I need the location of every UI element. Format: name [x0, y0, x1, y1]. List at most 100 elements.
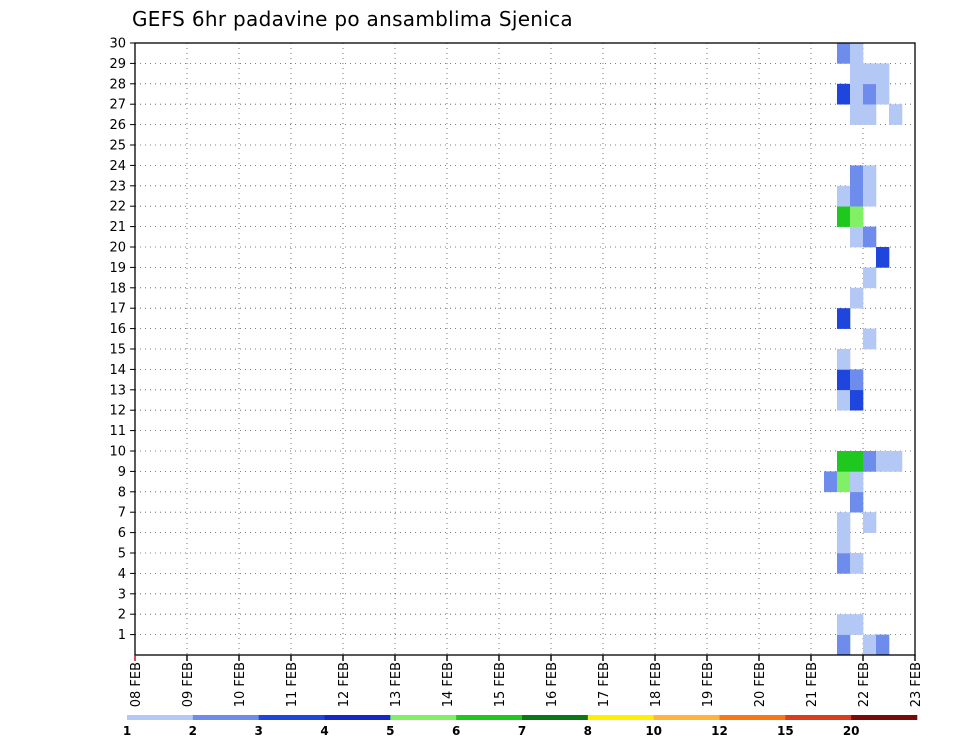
legend-threshold-label: 10	[645, 724, 662, 738]
y-tick-label: 24	[109, 159, 126, 174]
y-tick-label: 18	[109, 281, 126, 296]
precip-cell	[837, 43, 851, 64]
legend-threshold-label: 7	[518, 724, 526, 738]
y-tick-label: 6	[118, 526, 126, 541]
x-tick-label: 17 FEB	[597, 662, 612, 707]
precip-cell	[876, 451, 890, 472]
y-tick-label: 4	[118, 567, 126, 582]
y-tick-label: 2	[118, 608, 126, 623]
precip-cell	[837, 308, 851, 329]
y-tick-label: 16	[109, 322, 126, 337]
precip-cell	[837, 634, 851, 656]
x-tick-label: 18 FEB	[649, 662, 664, 707]
legend-color-swatch	[258, 715, 325, 720]
precip-cell	[850, 369, 864, 391]
precip-cell	[876, 247, 890, 268]
x-tick-label: 09 FEB	[181, 662, 196, 707]
y-tick-label: 10	[109, 445, 126, 460]
precip-cell	[889, 451, 903, 472]
x-tick-label: 23 FEB	[909, 662, 924, 707]
precip-cell	[850, 471, 864, 493]
x-tick-label: 13 FEB	[389, 662, 404, 707]
legend-color-swatch	[851, 715, 918, 720]
precip-cell	[850, 63, 864, 85]
y-tick-label: 30	[109, 37, 126, 52]
legend-threshold-label: 2	[189, 724, 197, 738]
legend-color-swatch	[653, 715, 720, 720]
y-tick-label: 14	[109, 363, 126, 378]
precip-cell	[837, 349, 851, 370]
legend-color-swatch	[456, 715, 523, 720]
precip-cell	[837, 532, 851, 554]
precip-cell	[850, 185, 864, 207]
chart-title: GEFS 6hr padavine po ansamblima Sjenica	[132, 7, 573, 31]
precip-cell	[863, 104, 877, 125]
legend-color-swatch	[390, 715, 457, 720]
y-axis: 1234567891011121314151617181920212223242…	[109, 37, 135, 643]
precip-cell	[850, 491, 864, 513]
legend-threshold-label: 3	[254, 724, 262, 738]
precip-cell	[837, 553, 851, 574]
y-tick-label: 12	[109, 404, 126, 419]
precip-cell	[863, 63, 877, 85]
precip-cell	[850, 226, 864, 248]
y-tick-label: 19	[109, 261, 126, 276]
y-tick-label: 13	[109, 383, 126, 398]
legend-threshold-label: 5	[386, 724, 394, 738]
x-tick-label: 22 FEB	[857, 662, 872, 707]
x-tick-label: 20 FEB	[753, 662, 768, 707]
y-tick-label: 1	[118, 628, 126, 643]
precip-cell	[837, 451, 851, 472]
precip-cell	[850, 104, 864, 125]
precip-cell	[863, 634, 877, 656]
x-tick-label: 11 FEB	[285, 662, 300, 707]
x-axis: 08 FEB 09 FEB 10 FEB 11 FEB 12 FEB 13 FEB 14 F…	[129, 655, 924, 707]
precip-cell	[837, 389, 851, 411]
precip-cell	[837, 512, 851, 533]
precip-cell	[863, 185, 877, 207]
precip-cell	[863, 267, 877, 289]
precip-cell	[863, 512, 877, 533]
x-tick-label: 16 FEB	[545, 662, 560, 707]
precip-cell	[876, 83, 890, 105]
color-legend: 1 2 3 4 5 6 7 8 10 12 15 20	[123, 715, 918, 738]
y-tick-label: 21	[109, 220, 126, 235]
y-tick-label: 29	[109, 57, 126, 72]
y-tick-label: 15	[109, 343, 126, 358]
precip-cell	[850, 206, 864, 227]
legend-color-swatch	[127, 715, 194, 720]
legend-threshold-label: 15	[777, 724, 794, 738]
precip-cell	[837, 185, 851, 207]
legend-threshold-label: 1	[123, 724, 131, 738]
precip-cell	[850, 287, 864, 309]
y-tick-label: 22	[109, 200, 126, 215]
precip-cell	[850, 83, 864, 105]
precip-cell	[837, 369, 851, 391]
x-tick-label: 15 FEB	[493, 662, 508, 707]
precip-cell	[876, 634, 890, 656]
precip-cell	[837, 471, 851, 493]
y-tick-label: 23	[109, 179, 126, 194]
legend-threshold-label: 4	[320, 724, 328, 738]
legend-threshold-label: 20	[843, 724, 860, 738]
legend-color-swatch	[324, 715, 391, 720]
x-tick-label: 19 FEB	[701, 662, 716, 707]
precip-cell	[850, 553, 864, 574]
legend-threshold-label: 8	[584, 724, 592, 738]
y-tick-label: 28	[109, 77, 126, 92]
precip-cell	[837, 83, 851, 105]
grid-lines	[135, 43, 915, 655]
precip-cell	[863, 165, 877, 187]
y-tick-label: 8	[118, 485, 126, 500]
legend-threshold-label: 12	[711, 724, 728, 738]
y-tick-label: 11	[109, 424, 126, 439]
legend-color-swatch	[192, 715, 259, 720]
precip-cell	[850, 43, 864, 64]
y-tick-label: 7	[118, 506, 126, 521]
x-tick-label: 08 FEB	[129, 662, 144, 707]
y-tick-label: 3	[118, 587, 126, 602]
legend-color-swatch	[719, 715, 786, 720]
precip-cell	[863, 83, 877, 105]
y-tick-label: 27	[109, 98, 126, 113]
precip-cells	[824, 43, 903, 656]
